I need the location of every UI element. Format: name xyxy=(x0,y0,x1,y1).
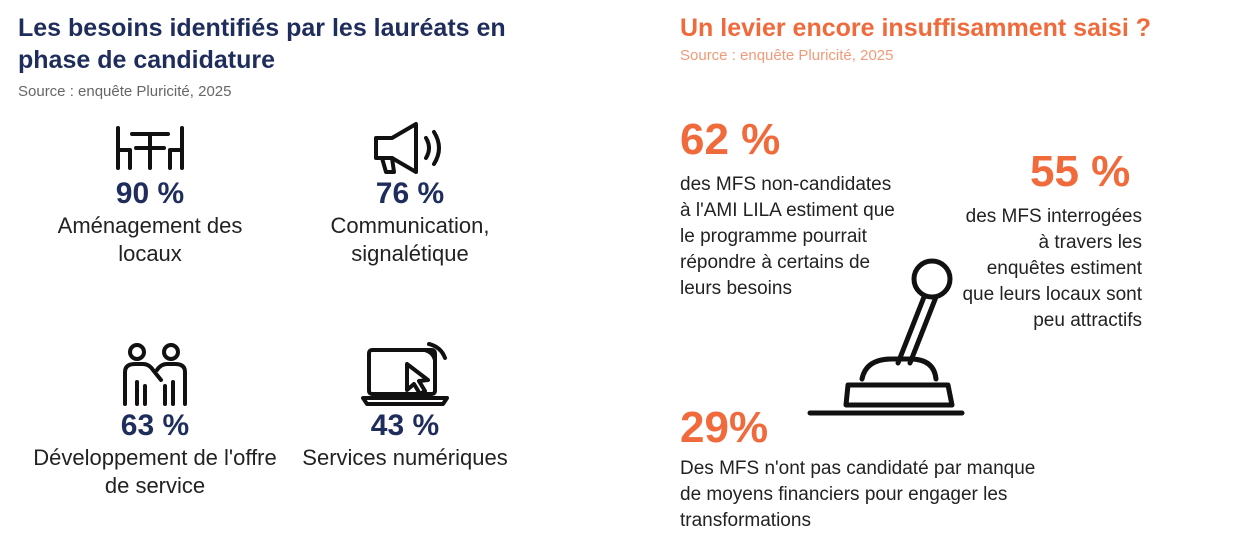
stat-amenagement: 90 % Aménagement des locaux xyxy=(40,120,260,268)
stat-communication: 76 % Communication, signalétique xyxy=(290,120,530,268)
stat-label: Communication, signalétique xyxy=(330,213,490,266)
laptop-cursor-icon xyxy=(361,342,449,406)
right-source: Source : enquête Pluricité, 2025 xyxy=(680,47,894,64)
right-title: Un levier encore insuffisamment saisi ? xyxy=(680,14,1151,42)
stat-label: Développement de l'offre de service xyxy=(33,445,277,498)
table-chairs-icon xyxy=(116,126,184,170)
stat-numerique: 43 % Services numériques xyxy=(300,342,510,472)
fact-text: des MFS non-candidates à l'AMI LILA esti… xyxy=(680,174,895,299)
people-helping-icon xyxy=(123,343,187,406)
fact-percentage: 55 % xyxy=(1030,147,1131,196)
joystick-lever-icon xyxy=(807,258,965,416)
stat-percentage: 76 % xyxy=(375,177,445,210)
megaphone-icon xyxy=(374,122,441,174)
fact-percentage: 62 % xyxy=(680,115,781,164)
stat-percentage: 63 % xyxy=(120,409,190,442)
stat-developpement: 63 % Développement de l'offre de service xyxy=(30,342,280,500)
left-title: Les besoins identifiés par les lauréats … xyxy=(18,14,506,74)
fact-percentage: 29% xyxy=(680,403,769,452)
stat-percentage: 43 % xyxy=(370,409,440,442)
fact-text: des MFS interrogées à travers les enquêt… xyxy=(962,206,1142,331)
left-source: Source : enquête Pluricité, 2025 xyxy=(18,83,232,100)
stat-label: Aménagement des locaux xyxy=(57,213,243,266)
stat-label: Services numériques xyxy=(302,445,508,470)
fact-text: Des MFS n'ont pas candidaté par manque d… xyxy=(680,458,1036,531)
stat-percentage: 90 % xyxy=(115,177,185,210)
